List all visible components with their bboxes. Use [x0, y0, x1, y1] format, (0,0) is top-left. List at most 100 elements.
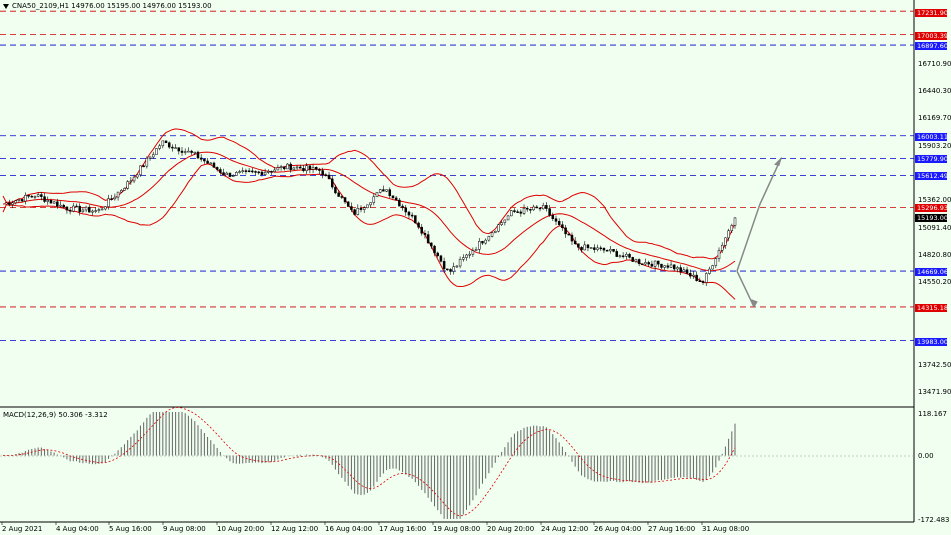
x-tick-label: 9 Aug 08:00: [163, 525, 206, 533]
dropdown-triangle-icon[interactable]: [3, 3, 9, 9]
candle-body: [644, 262, 647, 265]
candle-body: [692, 274, 695, 277]
candle-body: [545, 205, 548, 209]
price-tag-support: 13983.00: [915, 338, 947, 346]
candle-body: [353, 209, 356, 215]
current-price-tag: 15193.00: [915, 214, 947, 222]
candle-body: [474, 248, 478, 251]
candle-body: [455, 265, 459, 268]
candle-body: [120, 190, 123, 193]
candle-body: [59, 204, 62, 207]
candle-body: [190, 150, 193, 153]
candle-body: [40, 194, 43, 197]
candle-body: [75, 205, 78, 208]
candle-body: [554, 218, 558, 222]
bollinger-middle-band: [2, 151, 736, 272]
candle-body: [116, 191, 120, 198]
candle-body: [49, 200, 53, 204]
candle-body: [657, 260, 660, 265]
y-tick-label: 15903.20: [918, 142, 951, 150]
projection-arrows[interactable]: [736, 156, 783, 309]
candle-body: [596, 247, 599, 250]
candle-body: [209, 162, 213, 165]
candle-body: [446, 268, 449, 271]
candle-body: [334, 186, 337, 194]
candle-body: [407, 211, 411, 216]
candle-body: [468, 253, 471, 256]
symbol-ohlc-text: CNA50_2109,H1 14976.00 15195.00 14976.00…: [12, 2, 212, 10]
candle-body: [570, 234, 574, 242]
candle-body: [78, 205, 81, 212]
price-tag-resistance: 17003.39: [915, 32, 947, 40]
candle-body: [254, 171, 257, 173]
candle-body: [321, 170, 324, 175]
candle-body: [263, 171, 267, 175]
candle-body: [433, 245, 436, 254]
candle-body: [155, 148, 158, 155]
candle-body: [299, 166, 302, 169]
price-tag-support: 15612.49: [915, 172, 947, 180]
candle-body: [442, 261, 446, 270]
candle-body: [685, 269, 689, 274]
candle-body: [212, 162, 216, 168]
candle-body: [267, 171, 270, 173]
price-tag-support: 15779.90: [915, 155, 947, 163]
candle-body: [695, 274, 698, 281]
bollinger-lower-band: [2, 163, 736, 300]
candle-body: [36, 194, 40, 197]
candle-body: [500, 222, 503, 225]
candle-body: [81, 209, 85, 212]
candle-body: [222, 172, 225, 176]
candle-body: [330, 178, 334, 188]
candle-body: [276, 167, 280, 171]
y-tick-label: 16440.30: [918, 87, 951, 95]
price-tag-resistance: 14315.18: [915, 304, 947, 312]
candle-body: [522, 207, 526, 214]
candle-body: [394, 197, 398, 201]
y-tick-label: 14550.20: [918, 278, 951, 286]
arrow-head-up-icon: [774, 156, 783, 167]
candle-body: [449, 269, 452, 272]
candle-body: [97, 209, 101, 211]
bollinger-upper-band: [2, 128, 736, 260]
candle-body: [228, 172, 232, 177]
candle-body: [487, 236, 491, 241]
candle-body: [273, 169, 276, 172]
candle-body: [673, 264, 676, 270]
candle-body: [180, 150, 184, 153]
candle-body: [327, 174, 331, 180]
y-tick-label: 14820.80: [918, 251, 951, 259]
candle-body: [637, 259, 641, 264]
candle-body: [605, 249, 609, 252]
price-tag-support: 16897.60: [915, 42, 947, 50]
horizontal-levels[interactable]: [0, 10, 914, 342]
candle-body: [151, 154, 155, 158]
price-tag-resistance: 15296.93: [915, 204, 947, 212]
candle-body: [711, 265, 714, 270]
candle-body: [372, 196, 376, 203]
bollinger-bands: [2, 128, 736, 300]
candle-body: [465, 254, 468, 258]
candle-body: [27, 195, 30, 197]
candle-body: [532, 206, 535, 211]
candle-body: [193, 151, 197, 154]
x-tick-label: 26 Aug 04:00: [594, 525, 642, 533]
candle-body: [167, 142, 171, 148]
candle-body: [541, 205, 545, 210]
candle-body: [423, 233, 427, 235]
macd-axis-top: 118.167: [918, 410, 947, 418]
candle-body: [548, 208, 551, 216]
candle-body: [436, 252, 439, 257]
x-tick-label: 17 Aug 16:00: [379, 525, 427, 533]
macd-histogram: [2, 406, 736, 519]
candle-body: [708, 268, 711, 274]
candle-body: [538, 207, 542, 210]
candle-body: [462, 257, 465, 260]
candle-body: [679, 267, 682, 273]
candle-body: [311, 167, 315, 170]
candle-body: [478, 241, 481, 250]
candle-body: [650, 263, 654, 267]
candle-body: [107, 198, 110, 207]
